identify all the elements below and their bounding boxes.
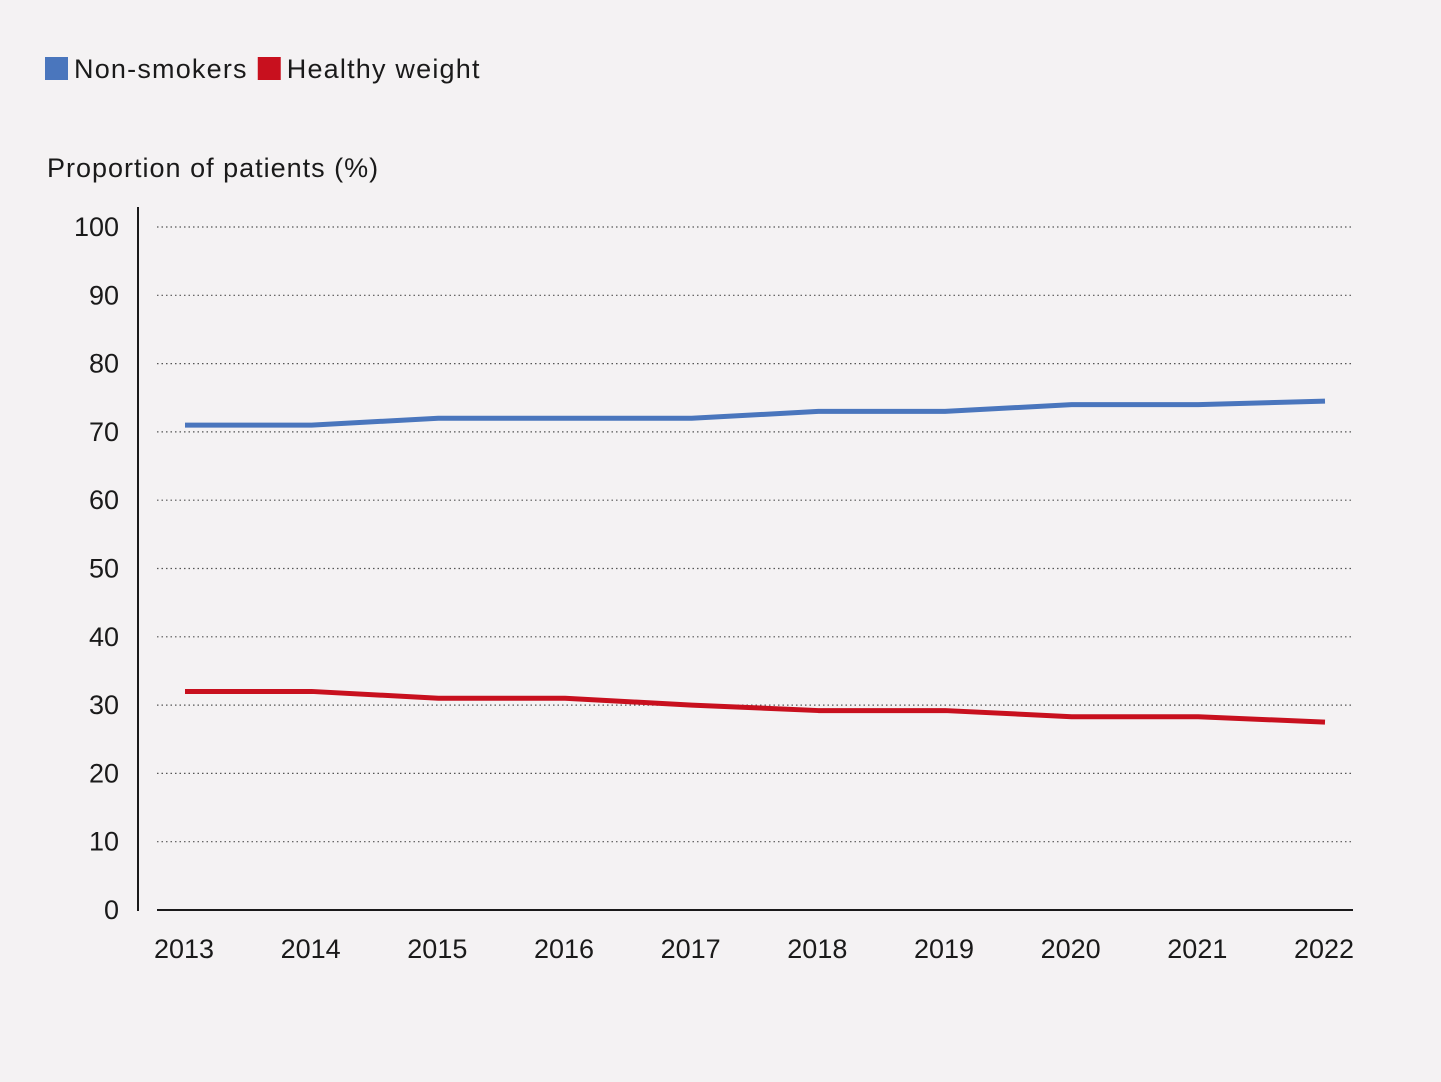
series-line-healthy-weight bbox=[185, 691, 1325, 722]
y-tick-label: 90 bbox=[89, 280, 119, 310]
legend-swatch bbox=[258, 57, 281, 80]
y-tick-label: 20 bbox=[89, 758, 119, 788]
y-axis-ticks: 0 10 20 30 40 50 60 70 80 90 100 bbox=[74, 212, 119, 925]
y-tick-label: 0 bbox=[104, 895, 119, 925]
series-line-non-smokers bbox=[185, 401, 1325, 425]
y-axis-label: Proportion of patients (%) bbox=[47, 153, 379, 183]
y-tick-label: 10 bbox=[89, 827, 119, 857]
x-tick-label: 2016 bbox=[534, 934, 594, 964]
x-tick-label: 2014 bbox=[281, 934, 341, 964]
y-tick-label: 70 bbox=[89, 417, 119, 447]
legend-label: Healthy weight bbox=[287, 54, 481, 84]
y-tick-label: 50 bbox=[89, 554, 119, 584]
y-tick-label: 80 bbox=[89, 349, 119, 379]
y-tick-label: 60 bbox=[89, 485, 119, 515]
x-axis-ticks: 2013 2014 2015 2016 2017 2018 2019 2020 2021 2022 bbox=[154, 934, 1354, 964]
x-tick-label: 2021 bbox=[1167, 934, 1227, 964]
x-tick-label: 2018 bbox=[787, 934, 847, 964]
y-tick-label: 40 bbox=[89, 622, 119, 652]
x-tick-label: 2019 bbox=[914, 934, 974, 964]
legend: Non-smokers Healthy weight bbox=[45, 54, 481, 84]
x-tick-label: 2020 bbox=[1041, 934, 1101, 964]
x-tick-label: 2015 bbox=[407, 934, 467, 964]
y-tick-label: 100 bbox=[74, 212, 119, 242]
x-tick-label: 2022 bbox=[1294, 934, 1354, 964]
gridlines bbox=[157, 227, 1353, 842]
y-tick-label: 30 bbox=[89, 690, 119, 720]
legend-label: Non-smokers bbox=[74, 54, 248, 84]
legend-swatch bbox=[45, 57, 68, 80]
x-tick-label: 2017 bbox=[661, 934, 721, 964]
series-lines bbox=[185, 401, 1325, 722]
x-tick-label: 2013 bbox=[154, 934, 214, 964]
